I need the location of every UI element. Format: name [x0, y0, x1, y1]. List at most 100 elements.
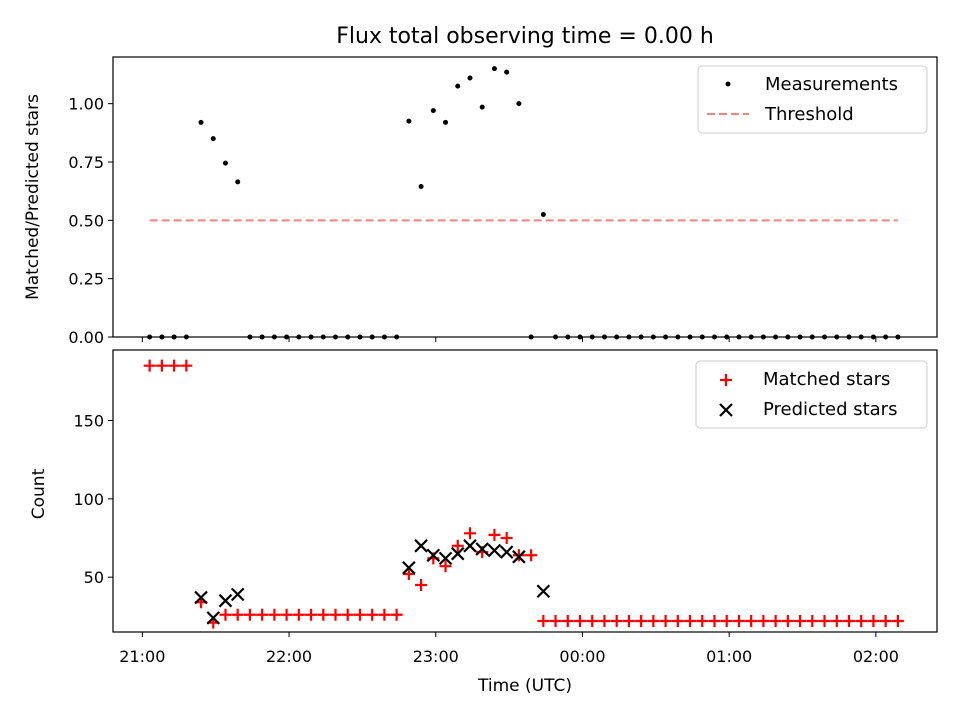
predicted-star-point	[487, 543, 502, 558]
bottom-x-tick-label: 21:00	[119, 647, 165, 666]
measurement-point	[443, 119, 449, 125]
matched-star-point	[280, 608, 293, 621]
predicted-star-point	[402, 560, 416, 575]
matched-star-point	[341, 608, 354, 621]
top-plot-marks	[147, 66, 901, 340]
matched-star-point	[671, 615, 684, 628]
matched-star-point	[155, 359, 168, 372]
matched-star-point	[806, 615, 819, 628]
predicted-star-point	[512, 550, 526, 564]
matched-star-point	[168, 359, 181, 372]
measurement-point	[198, 119, 204, 125]
matched-star-point	[574, 615, 587, 628]
matched-star-point	[512, 549, 525, 562]
matched-star-point	[659, 615, 672, 628]
measurement-point	[516, 101, 522, 107]
legend-predicted-label: Predicted stars	[763, 399, 897, 420]
matched-star-point	[781, 615, 794, 628]
matched-star-point	[231, 608, 244, 621]
measurement-point	[210, 136, 216, 142]
matched-star-point	[842, 615, 855, 628]
bottom-axes-frame	[112, 349, 938, 633]
matched-star-point	[610, 615, 623, 628]
matched-star-point	[879, 615, 892, 628]
predicted-star-point	[206, 611, 221, 625]
top-legend-box	[697, 65, 928, 134]
matched-star-point	[696, 615, 709, 628]
matched-star-point	[317, 608, 330, 621]
measurement-point	[455, 83, 461, 89]
bottom-y-axis-label: Count	[29, 468, 49, 519]
legend-measurements-marker	[725, 81, 731, 87]
matched-star-point	[292, 608, 305, 621]
legend-measurements-label: Measurements	[765, 74, 898, 95]
bottom-y-tick-label: 100	[73, 490, 104, 509]
matched-star-point	[390, 608, 403, 621]
matched-star-point	[415, 579, 428, 591]
matched-star-point	[488, 528, 501, 541]
matched-star-point	[366, 608, 379, 621]
bottom-x-tick-label: 23:00	[413, 647, 459, 666]
matched-star-point	[622, 615, 635, 628]
matched-star-point	[598, 615, 611, 628]
matched-star-point	[525, 549, 538, 562]
matched-star-point	[647, 615, 660, 628]
matched-star-point	[329, 608, 342, 621]
matched-star-point	[732, 615, 745, 628]
predicted-star-point	[536, 584, 551, 599]
matched-star-point	[180, 359, 193, 372]
legend-matched-label: Matched stars	[763, 369, 890, 390]
top-y-tick-label: 0.00	[68, 328, 104, 347]
matched-star-point	[855, 615, 868, 628]
measurement-point	[418, 184, 424, 189]
predicted-star-point	[450, 546, 465, 561]
matched-star-point	[794, 615, 807, 628]
top-y-tick-label: 0.25	[68, 270, 104, 289]
predicted-star-point	[230, 587, 245, 602]
measurement-point	[222, 160, 228, 166]
top-legend: Measurements Threshold	[697, 65, 928, 134]
predicted-star-point	[218, 593, 233, 608]
top-axes-frame	[112, 56, 938, 338]
matched-star-point	[561, 615, 574, 628]
matched-star-point	[708, 615, 721, 628]
predicted-star-point	[414, 539, 428, 553]
predicted-star-point	[463, 539, 477, 553]
measurement-point	[235, 179, 241, 185]
matched-star-point	[256, 608, 269, 621]
measurement-point	[406, 118, 412, 124]
top-y-ticks: 0.00 0.25 0.50 0.75 1.00	[68, 95, 113, 347]
matched-star-point	[353, 608, 366, 621]
matched-star-point	[451, 539, 464, 552]
bottom-y-ticks: 50 100 150	[73, 412, 113, 587]
measurement-point	[540, 212, 546, 217]
bottom-x-ticks: 21:00 22:00 23:00 00:00 01:00 02:00	[119, 632, 899, 666]
matched-star-point	[305, 608, 318, 621]
measurement-point	[479, 104, 485, 110]
matched-star-point	[830, 615, 843, 628]
predicted-star-point	[438, 551, 453, 566]
matched-star-point	[463, 527, 476, 540]
matched-star-point	[537, 615, 550, 628]
matched-star-point	[549, 615, 562, 628]
bottom-x-tick-label: 00:00	[559, 647, 605, 666]
matched-star-point	[268, 608, 281, 621]
matched-star-point	[402, 568, 415, 581]
legend-matched-marker	[720, 374, 732, 386]
matched-star-point	[684, 615, 697, 628]
top-y-tick-label: 0.50	[68, 211, 104, 230]
bottom-x-tick-label: 01:00	[706, 647, 752, 666]
top-y-tick-label: 1.00	[68, 95, 104, 114]
matched-star-point	[500, 532, 513, 544]
predicted-star-point	[475, 542, 489, 556]
matched-star-point	[219, 608, 232, 621]
bottom-x-tick-label: 02:00	[853, 647, 899, 666]
matched-star-point	[769, 615, 782, 628]
matched-star-point	[867, 615, 880, 628]
matched-star-point	[891, 615, 904, 628]
predicted-star-point	[426, 548, 441, 563]
top-y-tick-label: 0.75	[68, 153, 104, 172]
measurement-point	[504, 69, 510, 75]
top-y-axis-label: Matched/Predicted stars	[23, 94, 43, 300]
